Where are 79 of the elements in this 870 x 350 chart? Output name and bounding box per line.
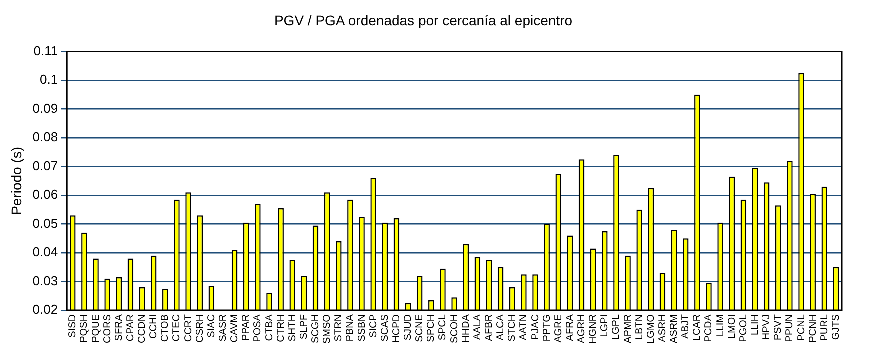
x-tick-label: LGPL bbox=[611, 314, 622, 340]
x-tick-label: SLPF bbox=[298, 314, 310, 340]
chart-title: PGV / PGA ordenadas por cercanía al epicentro bbox=[274, 12, 573, 28]
x-tick-label: HPVJ bbox=[762, 314, 773, 340]
x-tick-label: POSA bbox=[252, 314, 264, 342]
y-tick-label: 0.08 bbox=[32, 130, 58, 145]
y-tick-label: 0.11 bbox=[34, 43, 58, 58]
x-tick-label: AALA bbox=[472, 314, 484, 340]
x-tick-label: SMSO bbox=[322, 314, 334, 344]
x-tick-label: CPAR bbox=[125, 314, 136, 342]
x-tick-label: PBNA bbox=[345, 314, 356, 342]
y-tick-label: 0.05 bbox=[32, 216, 58, 231]
x-tick-label: LBTN bbox=[634, 314, 646, 340]
x-tick-label: CTBA bbox=[264, 314, 276, 342]
x-tick-label: CTEC bbox=[172, 314, 183, 342]
x-tick-label: SCGH bbox=[310, 314, 322, 344]
y-tick-label: 0.1 bbox=[40, 72, 58, 88]
x-tick-label: SISD bbox=[68, 314, 79, 338]
x-tick-label: AFBR bbox=[484, 314, 495, 342]
x-tick-label: CCHI bbox=[148, 314, 160, 340]
x-tick-label: AGRE bbox=[553, 314, 564, 343]
x-tick-label: CCRT bbox=[183, 314, 194, 342]
x-tick-label: LGPI bbox=[600, 314, 611, 338]
x-tick-label: LMOI bbox=[726, 314, 738, 340]
x-tick-label: PSVT bbox=[773, 314, 784, 341]
x-tick-label: PCNL bbox=[796, 314, 808, 342]
x-tick-label: LLIH bbox=[750, 314, 762, 336]
x-tick-label: SHTH bbox=[287, 314, 298, 342]
x-tick-label: STCH bbox=[507, 314, 518, 342]
x-tick-label: GJTS bbox=[830, 314, 842, 340]
x-tick-label: SICP bbox=[368, 314, 380, 338]
x-tick-label: LLIM bbox=[715, 314, 726, 337]
x-tick-label: SJUD bbox=[403, 314, 414, 341]
x-tick-label: PJAC bbox=[530, 314, 542, 340]
x-tick-label: CORS bbox=[102, 314, 114, 344]
x-tick-label: HGNR bbox=[588, 314, 600, 344]
x-tick-label: AATN bbox=[518, 314, 530, 340]
x-tick-label: SCOH bbox=[449, 314, 460, 344]
x-tick-label: PQUE bbox=[90, 314, 102, 343]
x-tick-label: AFRA bbox=[564, 314, 576, 342]
x-tick-label: CTRH bbox=[276, 314, 287, 342]
y-tick-label: 0.04 bbox=[32, 244, 58, 260]
x-tick-label: LCAR bbox=[692, 314, 704, 342]
y-tick-label: 0.02 bbox=[32, 302, 58, 318]
x-tick-label: PPAR bbox=[241, 314, 252, 342]
x-tick-label: SIAC bbox=[206, 314, 218, 338]
y-tick-label: 0.09 bbox=[32, 100, 58, 116]
x-tick-label: CSRH bbox=[194, 314, 206, 343]
x-tick-label: SFRA bbox=[114, 314, 125, 342]
x-tick-label: SSBN bbox=[356, 314, 368, 342]
x-tick-label: PQSH bbox=[79, 314, 90, 343]
x-tick-label: SPCH bbox=[426, 314, 438, 342]
x-tick-label: PPTG bbox=[542, 314, 553, 342]
x-tick-label: LGMO bbox=[646, 314, 657, 344]
x-tick-label: PCDA bbox=[704, 314, 715, 342]
x-tick-label: STRN bbox=[334, 314, 345, 342]
x-tick-label: CAVM bbox=[230, 314, 241, 343]
x-tick-label: CTOB bbox=[160, 314, 172, 342]
x-tick-label: PCNH bbox=[808, 314, 819, 343]
x-tick-label: HCPD bbox=[391, 314, 402, 343]
y-tick-label: 0.06 bbox=[32, 187, 58, 202]
x-tick-label: ALCA bbox=[496, 314, 507, 341]
x-tick-label: SCAS bbox=[380, 314, 391, 342]
y-tick-label: 0.07 bbox=[32, 158, 58, 174]
x-tick-label: ASRM bbox=[669, 314, 680, 344]
x-tick-label: AGRH bbox=[576, 314, 588, 344]
x-tick-label: PURL bbox=[819, 314, 830, 342]
y-tick-label: 0.03 bbox=[32, 273, 58, 288]
y-axis-title: Periodo (s) bbox=[8, 146, 24, 216]
x-tick-label: SASR bbox=[218, 314, 229, 342]
x-tick-label: APMR bbox=[622, 314, 634, 344]
x-tick-label: HHDA bbox=[460, 314, 472, 343]
x-tick-label: PPUN bbox=[784, 314, 796, 342]
x-tick-label: CCDN bbox=[137, 314, 148, 344]
x-tick-label: ABJT bbox=[680, 314, 692, 340]
x-tick-label: PGOL bbox=[738, 314, 750, 342]
x-tick-label: SCNE bbox=[414, 314, 426, 342]
x-tick-label: ASRH bbox=[657, 314, 668, 342]
x-tick-label: SPCL bbox=[438, 314, 449, 341]
